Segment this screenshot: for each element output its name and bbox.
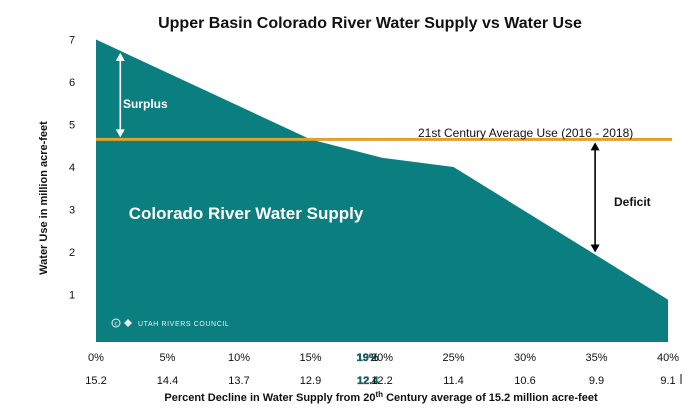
x-tick-supply: 12.4 xyxy=(357,375,379,387)
logo-mark-icon xyxy=(124,319,132,327)
y-tick-labels: 1 2 3 4 5 6 7 xyxy=(69,35,75,302)
y-tick-label: 6 xyxy=(69,77,75,89)
x-tick-percent: 0% xyxy=(88,352,104,364)
logo: c UTAH RIVERS COUNCIL xyxy=(111,318,229,328)
x-tick-supply: 11.4 xyxy=(443,375,464,387)
copyright-glyph: c xyxy=(115,322,118,328)
copyright-icon xyxy=(111,318,121,328)
x-tick-percent: 19% xyxy=(357,352,379,364)
chart-title: Upper Basin Colorado River Water Supply … xyxy=(158,15,582,32)
x-axis-label: Percent Decline in Water Supply from 20t… xyxy=(164,390,598,404)
x-tick-percent: 5% xyxy=(160,352,176,364)
x-tick-percent: 35% xyxy=(585,352,607,364)
y-tick-label: 3 xyxy=(69,205,75,217)
x-tick-supply: 10.6 xyxy=(514,375,535,387)
use-line-label: 21st Century Average Use (2016 - 2018) xyxy=(418,126,633,140)
supply-area xyxy=(96,39,668,342)
x-tick-percent: 40% xyxy=(657,352,679,364)
x-tick-labels: 0% 15.2 5% 14.4 10% 13.7 15% 12.9 19% 12.4 20% 12.2… xyxy=(85,352,679,387)
x-tick-percent: 30% xyxy=(514,352,536,364)
deficit-label: Deficit xyxy=(614,195,651,209)
y-tick-label: 4 xyxy=(69,162,75,174)
x-tick-supply: 14.4 xyxy=(157,375,178,387)
y-tick-label: 7 xyxy=(69,35,75,47)
deficit-arrow-head-bottom xyxy=(590,244,600,253)
deficit-arrow-head-top xyxy=(590,142,600,151)
surplus-arrow-head-top xyxy=(115,52,125,61)
y-tick-label: 2 xyxy=(69,247,75,259)
y-tick-label: 5 xyxy=(69,120,75,132)
x-tick-percent: 15% xyxy=(299,352,321,364)
x-tick-supply: 9.9 xyxy=(589,375,604,387)
x-tick-supply: 15.2 xyxy=(85,375,106,387)
y-axis-label: Water Use in million acre-feet xyxy=(38,121,50,275)
logo-text: UTAH RIVERS COUNCIL xyxy=(138,321,229,328)
x-tick-supply: 12.9 xyxy=(300,375,321,387)
supply-area-layer xyxy=(96,39,668,342)
surplus-label: Surplus xyxy=(123,97,168,111)
x-tick-percent: 25% xyxy=(442,352,464,364)
x-tick-supply: 12.2 xyxy=(371,375,392,387)
x-tick-supply: 13.7 xyxy=(228,375,249,387)
y-tick-label: 1 xyxy=(69,290,75,302)
supply-series-label: Colorado River Water Supply xyxy=(129,204,364,223)
x-tick-percent: 20% xyxy=(371,352,393,364)
x-tick-supply: 9.1 xyxy=(660,375,675,387)
surplus-arrow xyxy=(115,52,125,138)
surplus-arrow-head-bottom xyxy=(115,129,125,138)
deficit-arrow xyxy=(590,142,600,253)
x-tick-percent: 10% xyxy=(228,352,250,364)
